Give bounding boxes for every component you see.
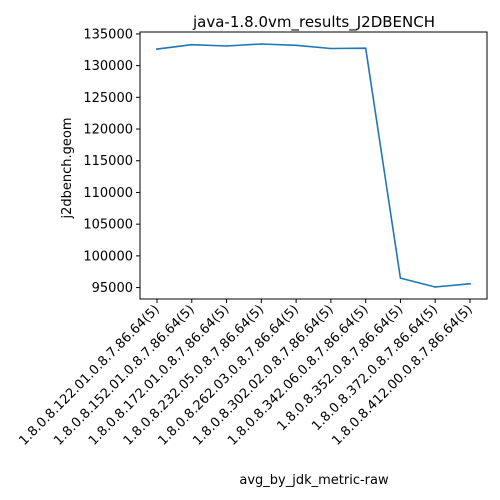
data-point <box>190 43 193 46</box>
data-point <box>156 48 158 50</box>
chart-title: java-1.8.0vm_results_J2DBENCH <box>192 13 435 32</box>
y-tick-label: 110000 <box>83 186 133 201</box>
series-line <box>156 43 471 288</box>
y-tick-label: 130000 <box>83 59 133 74</box>
y-tick-label: 135000 <box>83 27 133 42</box>
data-point <box>225 45 228 47</box>
y-tick-label: 100000 <box>83 249 133 264</box>
y-axis-title: j2dbench.geom <box>60 117 75 219</box>
y-tick-label: 105000 <box>83 218 133 233</box>
x-axis-title: avg_by_jdk_metric-raw <box>239 473 389 488</box>
x-axis: 1.8.0.8.122.01.0.8.7.86.64(5)1.8.0.8.152… <box>16 299 476 449</box>
data-point <box>260 43 263 45</box>
y-tick-label: 95000 <box>92 281 133 296</box>
y-tick-label: 115000 <box>83 154 133 169</box>
data-point <box>434 286 437 288</box>
data-point <box>469 282 471 285</box>
data-point <box>330 47 332 50</box>
data-point <box>399 277 402 279</box>
y-tick-label: 125000 <box>83 91 133 106</box>
series-layer <box>156 43 471 288</box>
plot-frame <box>139 31 488 300</box>
y-tick-label: 120000 <box>83 123 133 138</box>
data-point <box>295 44 297 47</box>
data-point <box>364 47 367 49</box>
y-axis: 95000 100000 105000 110000 115000 120000 12500… <box>83 27 140 296</box>
